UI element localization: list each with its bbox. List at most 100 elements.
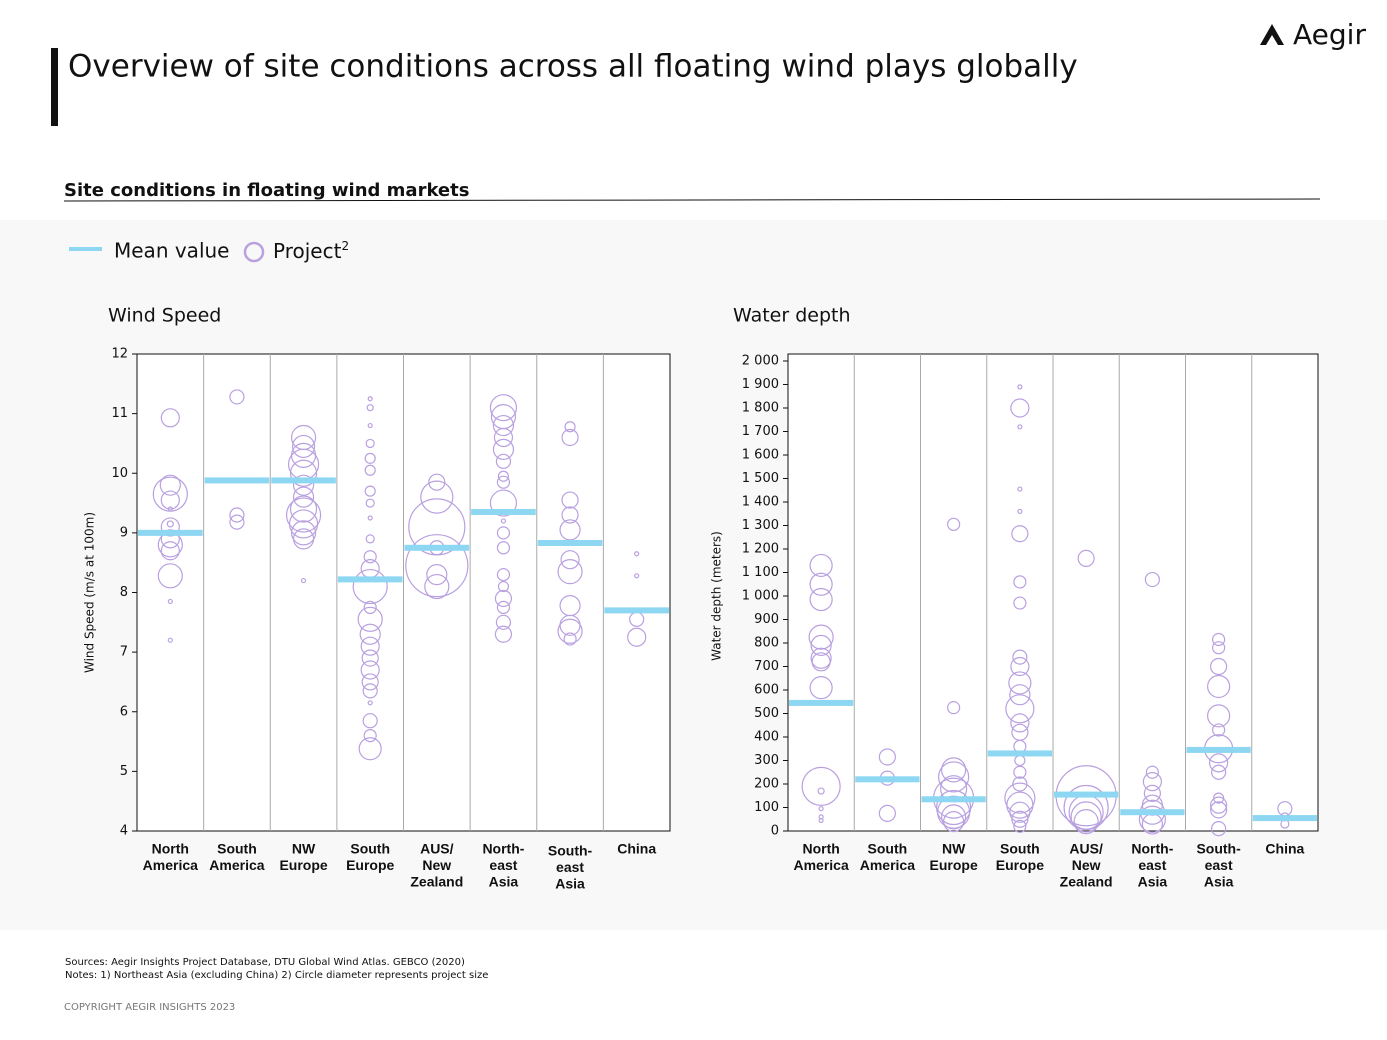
project-bubble (561, 506, 579, 524)
project-bubble (1212, 632, 1226, 647)
y-tick-label: 1 200 (742, 542, 779, 557)
x-tick-label: South- (1196, 841, 1241, 857)
project-bubble (1013, 575, 1027, 589)
project-bubble (1010, 656, 1030, 677)
project-bubble (159, 474, 181, 496)
x-tick-label: Asia (1138, 874, 1168, 890)
project-bubble (292, 474, 315, 496)
project-bubble (1009, 801, 1031, 823)
y-tick-label: 6 (120, 704, 128, 719)
project-bubble (495, 614, 512, 630)
project-bubble (420, 480, 454, 514)
project-bubble (361, 649, 379, 667)
project-bubble (361, 673, 379, 691)
y-tick-label: 11 (111, 406, 128, 421)
x-tick-label: NW (292, 841, 316, 857)
project-bubble (300, 577, 307, 584)
project-bubble (1017, 424, 1023, 430)
x-tick-label: America (209, 857, 264, 873)
project-bubble (428, 473, 446, 491)
project-bubble (560, 550, 580, 570)
logo-icon (1260, 24, 1284, 45)
project-bubble (1073, 808, 1099, 835)
project-bubble (557, 559, 583, 585)
project-bubble (1004, 782, 1036, 814)
chart-title: Wind Speed (108, 305, 221, 327)
x-tick-label: North- (1131, 841, 1173, 857)
y-tick-label: 8 (120, 585, 128, 600)
project-bubble (167, 637, 173, 643)
y-tick-label: 800 (754, 636, 779, 651)
x-tick-label: AUS/ (1069, 841, 1103, 857)
project-bubble (363, 550, 377, 564)
x-tick-label: New (1072, 857, 1101, 873)
project-bubble (559, 519, 581, 541)
project-bubble (936, 789, 972, 826)
x-tick-label: America (860, 857, 915, 873)
project-bubble (943, 810, 965, 833)
x-tick-label: Zealand (1060, 874, 1113, 890)
y-tick-label: 1 600 (742, 448, 779, 463)
project-bubble (947, 517, 961, 531)
project-bubble (1008, 671, 1032, 695)
project-bubble (634, 551, 640, 557)
y-tick-label: 1 100 (742, 565, 779, 580)
project-bubble (160, 408, 180, 428)
project-bubble (627, 627, 647, 647)
project-bubble (494, 589, 513, 608)
project-bubble (1017, 384, 1023, 390)
mean-bar (471, 509, 536, 516)
project-bubble (1211, 821, 1227, 837)
project-bubble (292, 528, 315, 550)
y-tick-label: 1 000 (742, 589, 779, 604)
x-tick-label: Asia (555, 876, 585, 892)
project-bubble (492, 414, 515, 437)
project-bubble (357, 606, 383, 632)
project-bubble (160, 529, 180, 549)
project-bubble (561, 491, 579, 509)
project-bubble (364, 485, 376, 497)
legend-mean: Mean value (114, 239, 229, 263)
project-bubble (809, 572, 833, 596)
project-bubble (563, 632, 577, 646)
x-tick-label: North (802, 841, 839, 857)
project-bubble (1070, 801, 1102, 833)
y-tick-label: 400 (754, 730, 779, 745)
mean-bar (987, 750, 1052, 757)
project-bubble (878, 804, 896, 822)
y-axis-label: Water depth (meters) (710, 531, 724, 661)
project-bubble (360, 660, 380, 680)
project-bubble (1012, 649, 1028, 665)
project-bubble (1017, 486, 1023, 492)
project-bubble (1212, 641, 1226, 655)
project-bubble (811, 652, 831, 672)
project-bubble (367, 700, 373, 706)
project-bubble (810, 647, 832, 669)
y-tick-label: 7 (120, 645, 128, 660)
x-tick-label: AUS/ (420, 841, 454, 857)
project-bubble (947, 701, 961, 715)
mean-bar (1186, 746, 1251, 753)
project-bubble (166, 520, 174, 528)
project-bubble (160, 517, 180, 537)
y-tick-label: 700 (754, 659, 779, 674)
logo: Aegir (1293, 18, 1366, 51)
project-bubble (496, 475, 511, 489)
project-bubble (1213, 792, 1225, 804)
project-bubble (1144, 571, 1160, 588)
x-tick-label: east (1205, 857, 1233, 873)
project-bubble (1010, 713, 1030, 733)
y-tick-label: 500 (754, 706, 779, 721)
y-tick-label: 1 400 (742, 495, 779, 510)
x-tick-label: South (1000, 841, 1040, 857)
x-tick-label: North (152, 841, 189, 857)
chart-title: Water depth (733, 305, 851, 327)
y-tick-label: 300 (754, 753, 779, 768)
project-bubble (1145, 765, 1159, 779)
y-tick-label: 5 (120, 764, 128, 779)
project-bubble (358, 737, 382, 761)
y-tick-label: 900 (754, 612, 779, 627)
x-tick-label: Asia (1204, 874, 1234, 890)
project-bubble (1210, 796, 1228, 814)
